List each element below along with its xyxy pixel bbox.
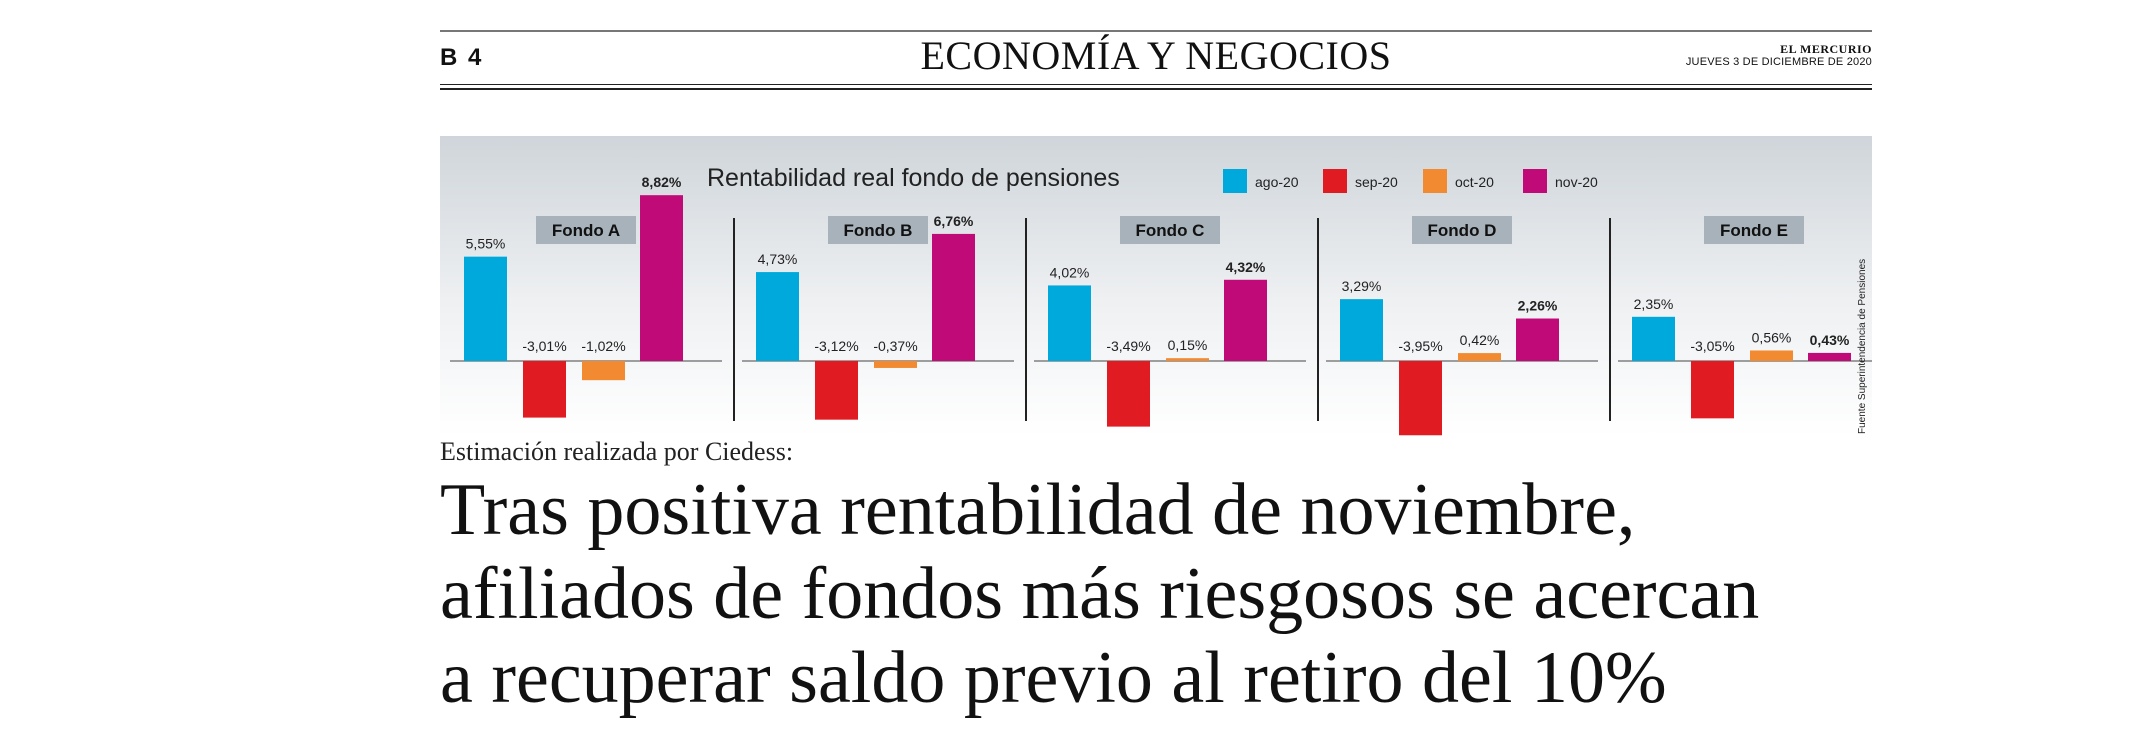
header-bottom-rule-thick — [440, 88, 1872, 90]
data-label-sep-20: -3,05% — [1690, 338, 1734, 354]
data-label-nov-20: 8,82% — [642, 174, 682, 190]
section-title: ECONOMÍA Y NEGOCIOS — [920, 33, 1392, 78]
data-label-sep-20: -3,95% — [1398, 338, 1442, 354]
data-label-oct-20: -0,37% — [873, 338, 917, 354]
bar-ago-20 — [756, 272, 799, 361]
panel-fondo-c: Fondo C 4,02% -3,49% 0,15% 4,32% — [1025, 216, 1306, 427]
bar-ago-20 — [464, 256, 507, 361]
bar-ago-20 — [1340, 299, 1383, 361]
data-label-ago-20: 4,73% — [758, 251, 798, 267]
data-label-oct-20: 0,56% — [1752, 329, 1792, 345]
panel-label: Fondo A — [552, 221, 620, 240]
bar-ago-20 — [1048, 285, 1091, 361]
bar-sep-20 — [1691, 361, 1734, 419]
panel-label-box — [1120, 216, 1220, 244]
panel-label-box — [1704, 216, 1804, 244]
legend-label-ago-20: ago-20 — [1255, 174, 1299, 190]
legend-swatch-ago-20 — [1223, 169, 1247, 193]
data-label-oct-20: 0,42% — [1460, 332, 1500, 348]
publication-name: EL MERCURIO — [1780, 42, 1872, 56]
chart-svg: Rentabilidad real fondo de pensiones ago… — [440, 136, 1890, 436]
bar-ago-20 — [1632, 316, 1675, 361]
data-label-nov-20: 6,76% — [934, 213, 974, 229]
data-label-sep-20: -3,12% — [814, 338, 858, 354]
panel-label-box — [828, 216, 928, 244]
panel-label: Fondo E — [1720, 221, 1788, 240]
chart-source: Fuente Superintendencia de Pensiones — [1857, 259, 1868, 434]
panel-fondo-e: Fondo E 2,35% -3,05% 0,56% 0,43% — [1609, 216, 1890, 421]
header-bottom-rule-thin — [440, 84, 1872, 85]
pension-returns-chart: Rentabilidad real fondo de pensiones ago… — [440, 136, 1890, 436]
header-top-rule — [440, 30, 1872, 32]
article-kicker: Estimación realizada por Ciedess: — [440, 437, 794, 466]
bar-nov-20 — [1224, 279, 1267, 361]
bar-sep-20 — [815, 361, 858, 420]
data-label-nov-20: 4,32% — [1226, 259, 1266, 275]
chart-panels: Fondo A 5,55% -3,01% -1,02% 8,82% Fondo B 4,73… — [450, 174, 1890, 436]
data-label-nov-20: 0,43% — [1810, 332, 1850, 348]
panel-label: Fondo B — [844, 221, 913, 240]
bar-sep-20 — [523, 361, 566, 418]
bar-nov-20 — [1516, 318, 1559, 361]
bar-oct-20 — [582, 361, 625, 381]
headline-line-3: a recuperar saldo previo al retiro del 1… — [440, 637, 1667, 719]
bar-oct-20 — [1458, 353, 1501, 361]
data-label-ago-20: 5,55% — [466, 236, 506, 252]
chart-legend: ago-20 sep-20 oct-20 nov-20 — [1223, 169, 1598, 193]
panel-fondo-d: Fondo D 3,29% -3,95% 0,42% 2,26% — [1317, 216, 1598, 436]
legend-swatch-nov-20 — [1523, 169, 1547, 193]
legend-swatch-oct-20 — [1423, 169, 1447, 193]
panel-label: Fondo D — [1428, 221, 1497, 240]
bar-oct-20 — [874, 361, 917, 368]
panel-fondo-a: Fondo A 5,55% -3,01% -1,02% 8,82% — [450, 174, 722, 418]
legend-label-oct-20: oct-20 — [1455, 174, 1494, 190]
panel-label-box — [536, 216, 636, 244]
bar-nov-20 — [640, 195, 683, 361]
data-label-ago-20: 3,29% — [1342, 278, 1382, 294]
data-label-nov-20: 2,26% — [1518, 298, 1558, 314]
bar-oct-20 — [1166, 358, 1209, 361]
panel-label: Fondo C — [1136, 221, 1205, 240]
headline-line-1: Tras positiva rentabilidad de noviembre, — [440, 469, 1636, 551]
bar-nov-20 — [932, 233, 975, 361]
publication-date: JUEVES 3 DE DICIEMBRE DE 2020 — [1685, 56, 1872, 68]
bar-sep-20 — [1107, 361, 1150, 427]
data-label-oct-20: -1,02% — [581, 338, 625, 354]
data-label-oct-20: 0,15% — [1168, 337, 1208, 353]
panel-label-box — [1412, 216, 1512, 244]
headline-line-2: afiliados de fondos más riesgosos se ace… — [440, 553, 1760, 635]
legend-label-sep-20: sep-20 — [1355, 174, 1398, 190]
data-label-sep-20: -3,49% — [1106, 338, 1150, 354]
panel-fondo-b: Fondo B 4,73% -3,12% -0,37% 6,76% — [733, 213, 1014, 421]
bar-nov-20 — [1808, 352, 1851, 361]
chart-title: Rentabilidad real fondo de pensiones — [707, 164, 1120, 192]
data-label-ago-20: 2,35% — [1634, 296, 1674, 312]
page-number: B 4 — [440, 44, 484, 71]
legend-swatch-sep-20 — [1323, 169, 1347, 193]
legend-label-nov-20: nov-20 — [1555, 174, 1598, 190]
bar-sep-20 — [1399, 361, 1442, 436]
data-label-sep-20: -3,01% — [522, 338, 566, 354]
bar-oct-20 — [1750, 350, 1793, 361]
data-label-ago-20: 4,02% — [1050, 264, 1090, 280]
article-headline: Tras positiva rentabilidad de noviembre,… — [440, 468, 1860, 720]
